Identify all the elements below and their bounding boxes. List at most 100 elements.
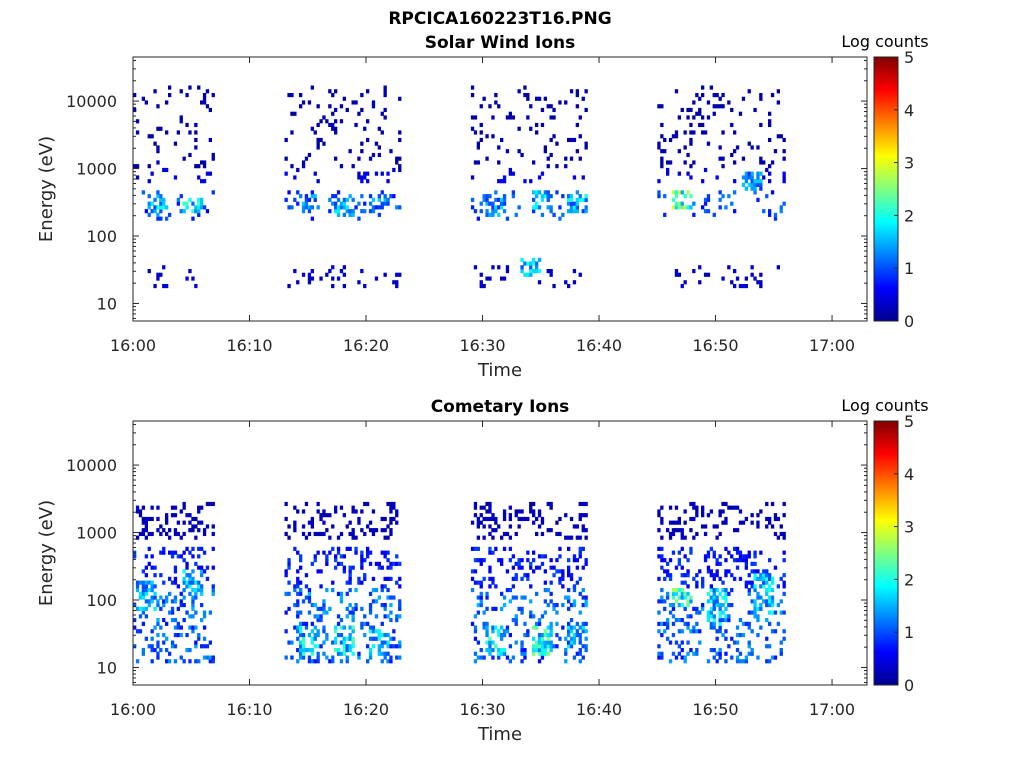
spectrogram-cell: [156, 276, 160, 281]
spectrogram-cell: [584, 197, 588, 202]
spectrogram-cell: [674, 520, 679, 525]
spectrogram-cell: [334, 640, 338, 645]
spectrogram-cell: [549, 621, 553, 626]
spectrogram-cell: [753, 599, 757, 604]
spectrogram-cell: [572, 205, 577, 210]
spectrogram-cell: [147, 179, 151, 184]
spectrogram-cell: [709, 614, 714, 619]
spectrogram-cell: [759, 284, 763, 289]
spectrogram-cell: [581, 197, 585, 202]
spectrogram-cell: [529, 599, 533, 604]
spectrogram-cell: [572, 625, 577, 630]
spectrogram-cell: [345, 580, 349, 585]
spectrogram-cell: [680, 618, 684, 623]
spectrogram-cell: [197, 164, 201, 169]
x-tick-label: 16:40: [576, 336, 622, 355]
spectrogram-cell: [759, 509, 763, 514]
spectrogram-cell: [366, 171, 370, 176]
spectrogram-cell: [663, 621, 667, 626]
spectrogram-cell: [293, 505, 297, 510]
spectrogram-cell: [351, 509, 355, 514]
spectrogram-cell: [738, 284, 743, 289]
spectrogram-cell: [718, 531, 722, 537]
spectrogram-cell: [500, 625, 504, 630]
spectrogram-cell: [342, 640, 347, 645]
spectrogram-cell: [500, 205, 504, 210]
spectrogram-cell: [558, 580, 562, 585]
spectrogram-cell: [721, 509, 725, 514]
spectrogram-cell: [159, 201, 163, 206]
spectrogram-cell: [540, 655, 545, 660]
spectrogram-cell: [695, 505, 699, 510]
spectrogram-cell: [683, 659, 687, 664]
spectrogram-cell: [351, 629, 355, 634]
spectrogram-cell: [744, 558, 749, 563]
spectrogram-cell: [668, 520, 673, 525]
spectrogram-cell: [584, 205, 588, 210]
spectrogram-cell: [750, 186, 754, 191]
spectrogram-cell: [351, 644, 355, 649]
spectrogram-cell: [176, 606, 181, 611]
spectrogram-cell: [168, 610, 172, 615]
spectrogram-cell: [135, 584, 140, 589]
spectrogram-cell: [698, 629, 702, 634]
spectrogram-cell: [517, 89, 521, 94]
spectrogram-cell: [558, 216, 562, 221]
spectrogram-cell: [782, 171, 786, 176]
spectrogram-cell: [564, 156, 568, 161]
spectrogram-cell: [727, 550, 731, 555]
spectrogram-cell: [153, 625, 157, 630]
spectrogram-cell: [380, 644, 384, 649]
spectrogram-cell: [383, 115, 387, 120]
spectrogram-cell: [744, 659, 749, 664]
spectrogram-cell: [188, 85, 192, 90]
spectrogram-cell: [147, 580, 151, 585]
spectrogram-cell: [581, 175, 585, 180]
spectrogram-cell: [301, 100, 306, 105]
spectrogram-cell: [325, 513, 329, 518]
spectrogram-cell: [569, 516, 574, 522]
spectrogram-cell: [135, 164, 140, 169]
spectrogram-cell: [304, 201, 309, 206]
spectrogram-cell: [718, 651, 722, 656]
spectrogram-cell: [532, 261, 536, 266]
spectrogram-cell: [494, 625, 498, 630]
spectrogram-cell: [392, 636, 396, 641]
spectrogram-cell: [526, 573, 530, 578]
spectrogram-cell: [505, 216, 510, 221]
spectrogram-cell: [497, 651, 501, 656]
spectrogram-cell: [546, 164, 550, 169]
spectrogram-cell: [191, 629, 195, 634]
spectrogram-cell: [336, 535, 341, 540]
spectrogram-cell: [363, 614, 367, 619]
spectrogram-cell: [727, 591, 731, 596]
spectrogram-cell: [479, 599, 483, 604]
spectrogram-cell: [322, 520, 326, 525]
spectrogram-cell: [564, 636, 568, 641]
spectrogram-cell: [322, 531, 326, 537]
spectrogram-cell: [331, 580, 335, 585]
spectrogram-cell: [363, 284, 367, 289]
spectrogram-cell: [497, 179, 501, 184]
spectrogram-cell: [779, 599, 783, 604]
spectrogram-cell: [505, 629, 510, 634]
spectrogram-cell: [313, 644, 317, 649]
spectrogram-cell: [168, 659, 172, 664]
spectrogram-cell: [488, 104, 492, 109]
spectrogram-cell: [194, 640, 198, 645]
spectrogram-cell: [360, 554, 364, 559]
colorbar-tick-label: 3: [904, 518, 914, 537]
spectrogram-cell: [482, 194, 486, 199]
spectrogram-cell: [712, 618, 716, 623]
spectrogram-cell: [718, 190, 722, 195]
spectrogram-cell: [380, 565, 384, 570]
spectrogram-cell: [773, 513, 778, 518]
spectrogram-cell: [473, 614, 478, 619]
spectrogram-cell: [756, 280, 760, 285]
spectrogram-cell: [479, 648, 483, 653]
spectrogram-cell: [692, 201, 696, 206]
spectrogram-cell: [133, 93, 137, 98]
spectrogram-cell: [377, 212, 382, 217]
spectrogram-cell: [197, 659, 201, 664]
spectrogram-cell: [666, 160, 670, 165]
